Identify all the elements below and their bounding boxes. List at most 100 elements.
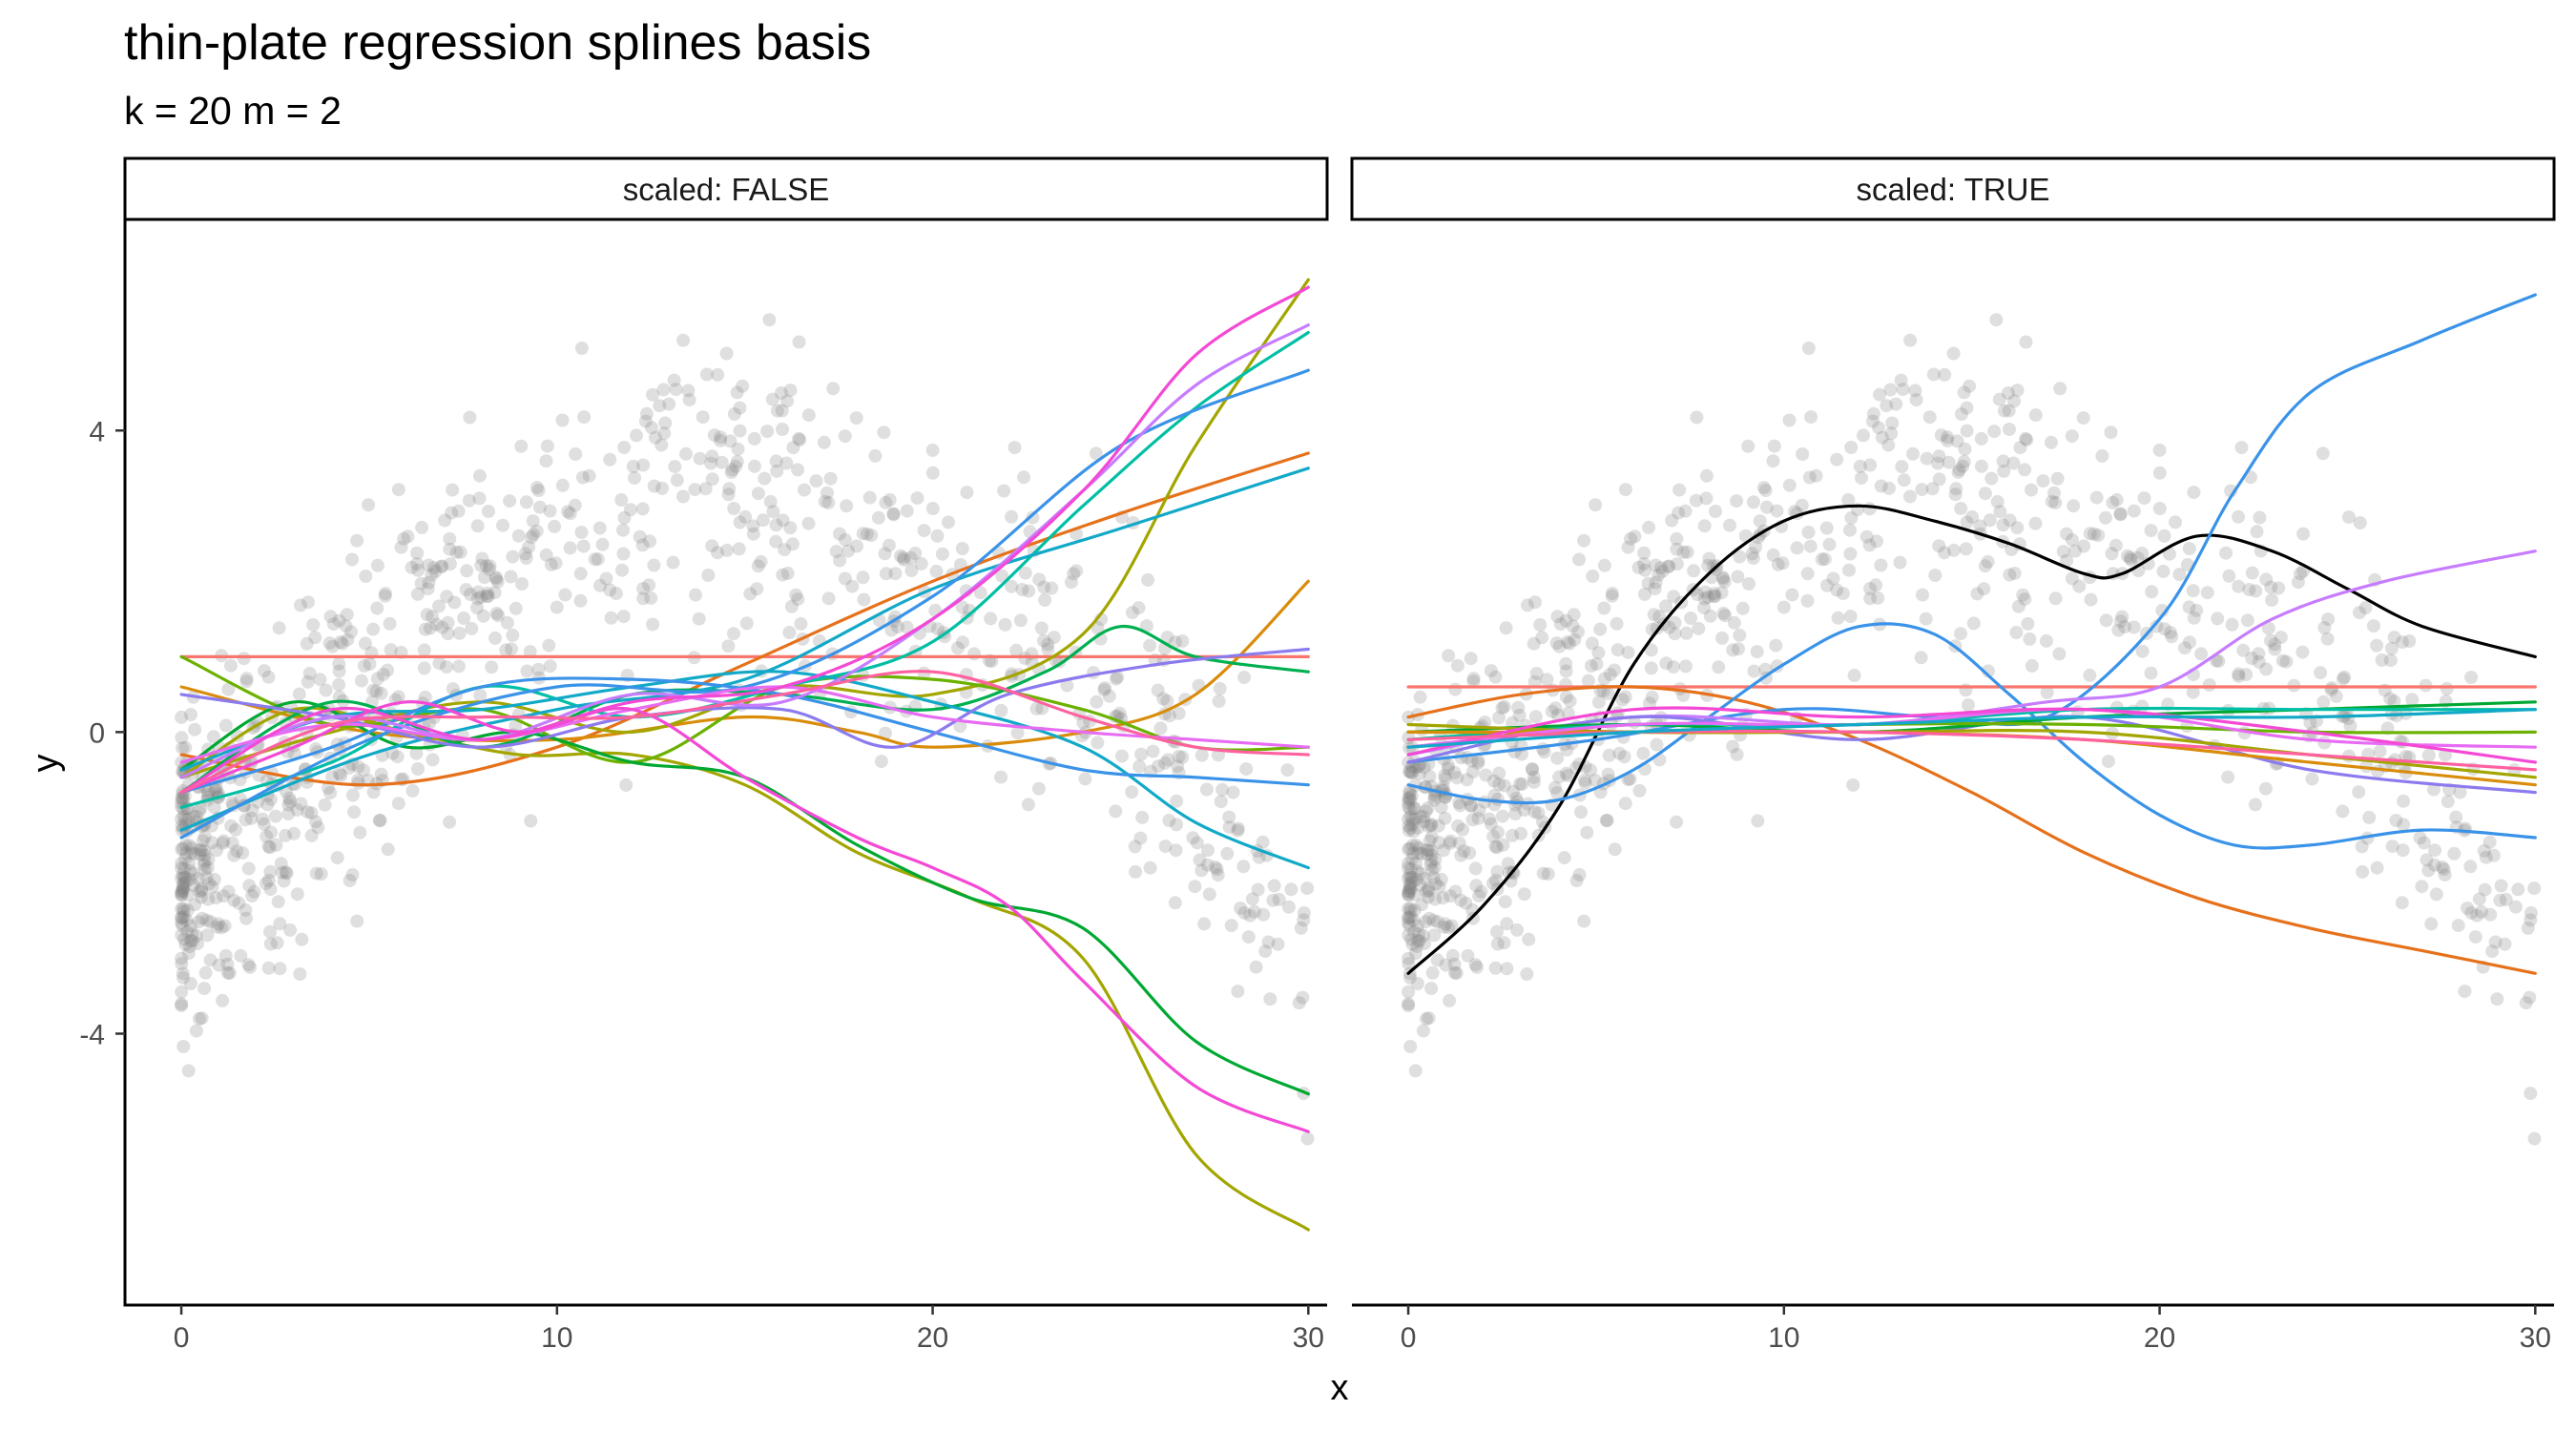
data-point [188,847,201,861]
data-point [2083,668,2097,682]
data-point [290,803,304,817]
data-point [474,590,488,604]
data-point [1702,551,1716,566]
data-point [1490,840,1504,855]
data-point [619,778,634,792]
data-point [2187,486,2201,500]
data-point [1175,634,1190,648]
data-point [1880,399,1894,413]
data-point [1452,836,1466,850]
data-point [177,881,191,895]
data-point [2429,887,2443,902]
data-point [212,958,226,972]
data-point [721,639,736,653]
data-point [183,864,197,879]
data-point [2145,585,2159,599]
data-point [1005,509,1019,524]
data-point [1672,506,1686,520]
data-point [1533,618,1548,632]
data-point [2002,404,2016,418]
data-point [1160,631,1174,645]
data-point [1795,498,1809,512]
data-point [793,433,807,447]
data-point [1742,577,1755,591]
data-point [1741,439,1755,453]
data-point [776,568,790,582]
data-point [670,473,684,487]
data-point [247,884,261,899]
data-point [2317,621,2332,634]
data-point [1402,884,1416,899]
data-point [647,479,661,493]
data-point [1801,342,1816,355]
data-point [301,805,315,819]
data-point [1559,766,1573,780]
data-point [2025,483,2038,497]
data-point [175,792,189,806]
data-point [1212,695,1226,708]
basis-function-line [179,706,1310,1232]
data-point [192,915,206,929]
data-point [428,564,443,578]
data-point [1402,887,1416,902]
data-point [910,491,924,506]
data-point [175,997,189,1011]
data-point [1005,579,1019,593]
data-point [775,386,788,400]
data-point [1402,784,1417,798]
data-point [463,410,477,425]
data-point [2106,495,2120,509]
data-point [838,532,852,547]
data-point [1495,701,1509,716]
data-point [821,591,836,606]
data-point [2221,770,2235,784]
data-point [373,814,387,827]
data-point [1445,948,1460,963]
data-point [1497,778,1511,793]
data-point [1460,773,1474,787]
data-point [549,556,563,570]
y-axis-title: y [26,755,66,773]
data-point [2405,693,2420,707]
data-point [2187,611,2201,625]
data-point [401,529,415,544]
data-point [1281,900,1296,914]
data-point [423,621,437,635]
data-point [2200,586,2214,600]
data-point [257,817,271,831]
data-point [655,481,669,495]
data-point [693,451,707,466]
data-point [960,486,974,500]
data-point [1747,664,1761,678]
data-point [1199,782,1214,797]
data-point [405,783,420,798]
data-point [2144,666,2158,680]
data-point [1405,875,1420,889]
data-point [175,710,189,724]
data-point [1252,850,1266,864]
data-point [732,542,746,556]
data-point [2321,612,2336,627]
data-point [1670,815,1684,829]
data-point [1550,610,1565,624]
data-point [332,677,346,692]
data-point [1800,567,1815,581]
data-point [1870,534,1883,549]
data-point [1863,582,1878,595]
data-point [614,493,629,507]
data-point [520,664,534,678]
data-point [1067,567,1081,581]
data-point [2165,630,2179,644]
data-point [1078,772,1092,786]
data-point [1697,601,1711,614]
data-point [432,656,447,671]
data-point [2003,423,2016,436]
x-tick-label: 10 [541,1322,572,1354]
data-point [1038,593,1052,607]
data-point [1405,766,1420,779]
data-point [1405,839,1420,853]
data-point [1536,866,1550,881]
data-point [1442,649,1456,663]
data-point [707,428,721,443]
data-point [1424,818,1439,832]
